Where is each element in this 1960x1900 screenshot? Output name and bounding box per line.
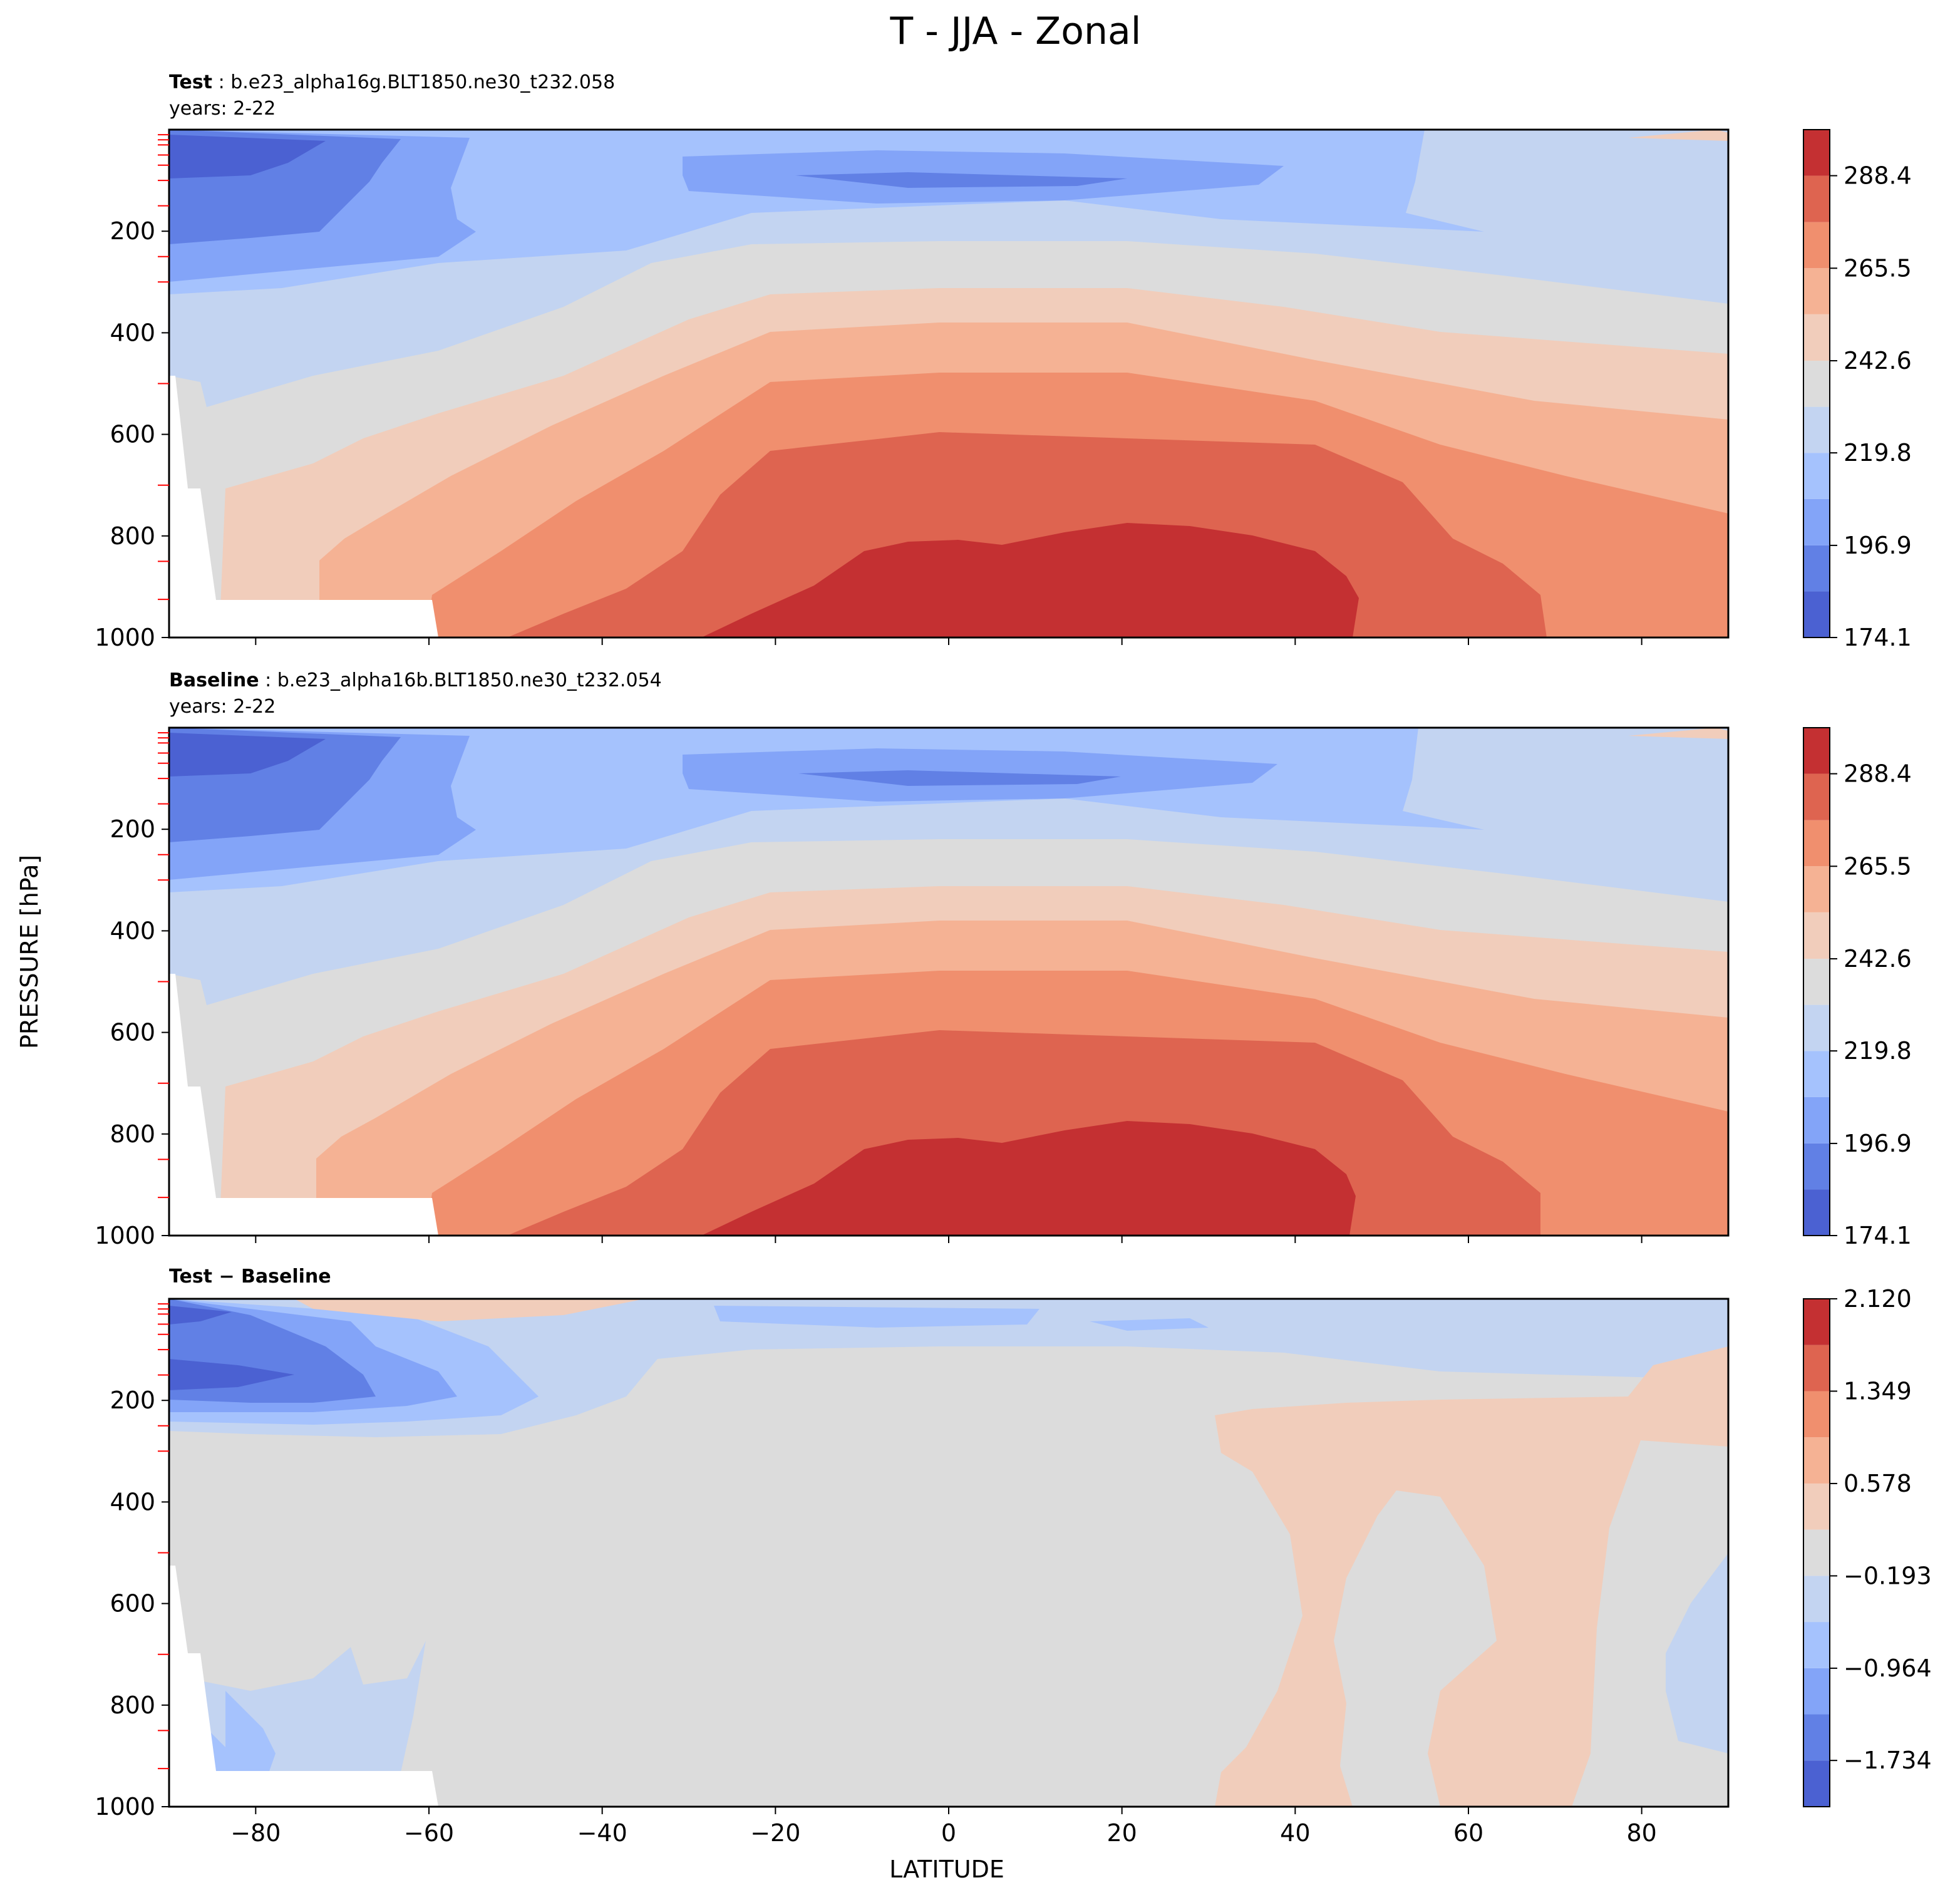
contour-field — [169, 1299, 1728, 1807]
colorbar-tick-label: 2.120 — [1844, 1285, 1912, 1313]
colorbar-tick-label: 242.6 — [1844, 945, 1912, 973]
y-tick-label: 200 — [110, 1386, 155, 1414]
colorbar-swatch — [1803, 728, 1830, 774]
y-tick-label: 200 — [110, 217, 155, 245]
colorbar-swatch — [1803, 1299, 1830, 1345]
colorbar-tick-label: 0.578 — [1844, 1470, 1912, 1497]
colorbar-swatch — [1803, 361, 1830, 407]
x-tick-label: −40 — [577, 1819, 627, 1847]
colorbar-tick-label: −0.964 — [1844, 1655, 1932, 1682]
colorbar-swatch — [1803, 1576, 1830, 1623]
colorbar-swatch — [1803, 820, 1830, 867]
colorbar-frame — [1803, 1298, 1830, 1807]
x-tick-label: −60 — [404, 1819, 454, 1847]
colorbar-frame — [1803, 129, 1830, 638]
colorbar-swatch — [1803, 130, 1830, 176]
colorbar-swatch — [1803, 1391, 1830, 1438]
colorbar-swatch — [1803, 545, 1830, 592]
panel-title: Test − Baseline — [169, 1266, 331, 1288]
colorbar-tick-label: 219.8 — [1844, 439, 1912, 467]
colorbar-swatch — [1803, 268, 1830, 314]
colorbar-tick-label: 242.6 — [1844, 347, 1912, 374]
panel-baseline: Baseline : b.e23_alpha16b.BLT1850.ne30_t… — [168, 669, 1730, 1237]
figure-title: T - JJA - Zonal — [890, 9, 1142, 53]
x-tick-label: 0 — [941, 1819, 956, 1847]
colorbar-swatch — [1803, 959, 1830, 1005]
colorbar-tick-label: −1.734 — [1844, 1747, 1932, 1774]
colorbar-swatch — [1803, 1668, 1830, 1715]
y-tick-label: 1000 — [95, 1793, 155, 1820]
colorbar-swatch — [1803, 912, 1830, 959]
panel-test: Test : b.e23_alpha16g.BLT1850.ne30_t232.… — [168, 71, 1730, 639]
colorbar-swatch — [1803, 1189, 1830, 1236]
colorbar-tick-label: 288.4 — [1844, 760, 1912, 788]
colorbar-swatch — [1803, 498, 1830, 545]
colorbar-swatch — [1803, 1143, 1830, 1190]
colorbar-tick-label: 288.4 — [1844, 162, 1912, 190]
colorbar-swatch — [1803, 1004, 1830, 1051]
y-tick-label: 600 — [110, 1019, 155, 1046]
panel-subtitle: years: 2-22 — [169, 696, 276, 718]
contour-field — [169, 130, 1728, 638]
colorbar-swatch — [1803, 1345, 1830, 1391]
colorbar-swatch — [1803, 1097, 1830, 1144]
x-axis-label: LATITUDE — [889, 1856, 1004, 1883]
axes-layer: 2004006008001000288.4265.5242.6219.8196.… — [95, 129, 1932, 1847]
x-tick-label: 40 — [1280, 1819, 1310, 1847]
colorbar-swatch — [1803, 1622, 1830, 1668]
colorbar-tick-label: 265.5 — [1844, 852, 1912, 880]
colorbar-tick-label: 196.9 — [1844, 1130, 1912, 1157]
x-tick-label: 80 — [1626, 1819, 1656, 1847]
colorbar-tick-label: 196.9 — [1844, 532, 1912, 559]
y-tick-label: 200 — [110, 815, 155, 843]
colorbar-swatch — [1803, 1760, 1830, 1807]
colorbar-swatch — [1803, 175, 1830, 222]
y-tick-label: 400 — [110, 319, 155, 346]
panel-title: Test : b.e23_alpha16g.BLT1850.ne30_t232.… — [169, 71, 615, 93]
colorbar-swatch — [1803, 406, 1830, 453]
y-tick-label: 1000 — [95, 624, 155, 651]
colorbar-swatch — [1803, 222, 1830, 269]
colorbar-swatch — [1803, 866, 1830, 912]
contour-field — [169, 728, 1728, 1236]
colorbar-swatch — [1803, 591, 1830, 638]
x-tick-label: −80 — [230, 1819, 281, 1847]
colorbar-swatch — [1803, 453, 1830, 499]
x-tick-label: 20 — [1106, 1819, 1137, 1847]
y-tick-label: 600 — [110, 421, 155, 448]
panel-title: Baseline : b.e23_alpha16b.BLT1850.ne30_t… — [169, 669, 662, 691]
colorbar-tick-label: 219.8 — [1844, 1037, 1912, 1065]
colorbar-frame — [1803, 727, 1830, 1236]
colorbar-swatch — [1803, 1714, 1830, 1761]
y-tick-label: 600 — [110, 1590, 155, 1618]
colorbar-tick-label: 174.1 — [1844, 1222, 1912, 1249]
y-tick-label: 800 — [110, 522, 155, 550]
y-tick-label: 800 — [110, 1691, 155, 1719]
y-axis-label: PRESSURE [hPa] — [16, 855, 43, 1049]
x-tick-label: −20 — [750, 1819, 800, 1847]
colorbar-tick-label: 1.349 — [1844, 1377, 1912, 1405]
y-tick-label: 400 — [110, 1488, 155, 1515]
y-tick-label: 1000 — [95, 1222, 155, 1249]
colorbar-swatch — [1803, 1051, 1830, 1097]
colorbar-tick-label: 174.1 — [1844, 624, 1912, 651]
panel-subtitle: years: 2-22 — [169, 98, 276, 120]
x-tick-label: 60 — [1453, 1819, 1483, 1847]
colorbar-swatch — [1803, 773, 1830, 820]
y-tick-label: 800 — [110, 1120, 155, 1148]
panel-diff: Test − Baseline — [168, 1266, 1730, 1808]
colorbar-swatch — [1803, 1529, 1830, 1576]
colorbar-swatch — [1803, 1437, 1830, 1484]
colorbar-tick-label: 265.5 — [1844, 254, 1912, 282]
colorbar-swatch — [1803, 314, 1830, 361]
y-tick-label: 400 — [110, 917, 155, 944]
colorbar-tick-label: −0.193 — [1844, 1562, 1932, 1589]
colorbar-swatch — [1803, 1483, 1830, 1530]
